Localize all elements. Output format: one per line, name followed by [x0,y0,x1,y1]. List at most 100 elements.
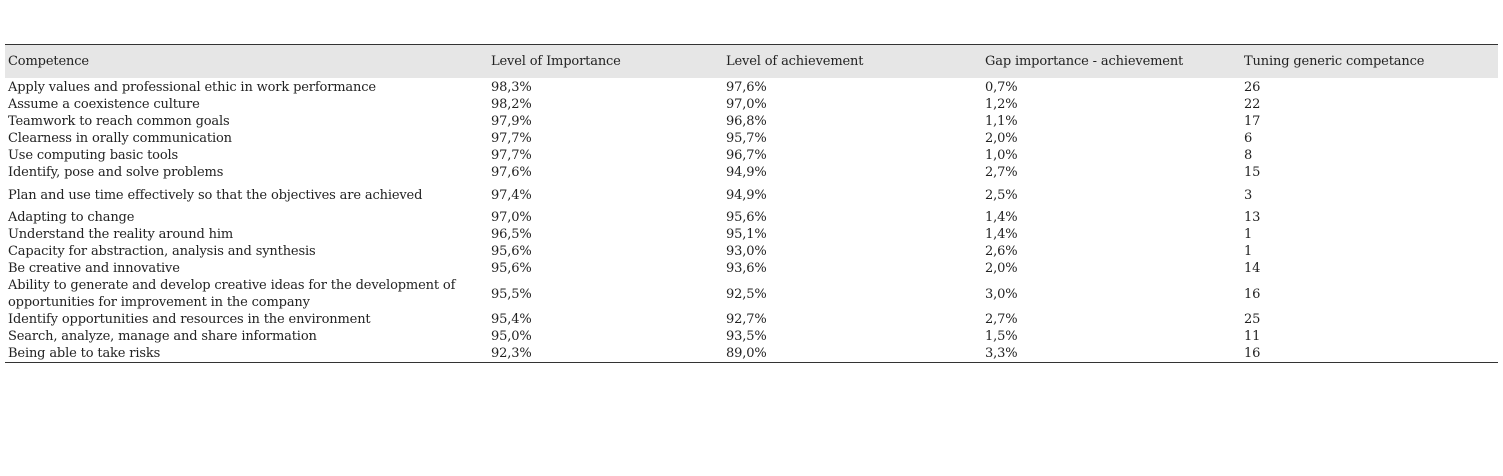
cell-competence: Understand the reality around him [8,227,234,242]
cell-competence: Adapting to change [8,210,135,225]
table-body: Apply values and professional ethic in w… [5,78,1498,363]
cell-gap: 3,0% [985,286,1018,302]
cell-competence: Plan and use time effectively so that th… [8,187,423,203]
cell-achievement: 92,5% [726,286,767,302]
cell-tuning: 15 [1244,165,1261,180]
cell-competence: Ability to generate and develop creative… [8,278,456,310]
cell-tuning: 17 [1244,114,1261,129]
cell-gap: 1,4% [985,210,1018,225]
cell-gap: 1,2% [985,97,1018,112]
table-row: Adapting to change 97,0% 95,6% 1,4% 13 [5,209,1498,226]
cell-gap: 1,1% [985,114,1018,129]
cell-importance: 95,4% [491,312,532,327]
cell-achievement: 93,0% [726,244,767,259]
cell-competence: Teamwork to reach common goals [8,114,230,129]
cell-competence: Capacity for abstraction, analysis and s… [8,244,316,259]
header-competence: Competence [8,54,89,69]
cell-competence: Clearness in orally communication [8,131,232,146]
cell-gap: 3,3% [982,345,1241,363]
cell-tuning: 25 [1244,312,1261,327]
header-row: Competence Level of Importance Level of … [5,44,1498,78]
header-tuning: Tuning generic competance [1244,54,1425,69]
cell-competence: Search, analyze, manage and share inform… [8,329,317,344]
cell-tuning: 8 [1244,148,1253,163]
table-row: Identify opportunities and resources in … [5,311,1498,328]
cell-competence: Identify, pose and solve problems [8,165,224,180]
cell-tuning: 16 [1244,286,1261,302]
table-row: Be creative and innovative 95,6% 93,6% 2… [5,260,1498,277]
cell-tuning: 1 [1244,244,1253,259]
cell-tuning: 11 [1244,329,1261,344]
cell-gap: 2,7% [985,312,1018,327]
cell-achievement: 94,9% [726,165,767,180]
table-row: Capacity for abstraction, analysis and s… [5,243,1498,260]
header-level-of-achievement: Level of achievement [726,54,864,69]
competence-table-container: Competence Level of Importance Level of … [5,44,1498,363]
cell-importance: 95,6% [491,244,532,259]
cell-achievement: 95,7% [726,131,767,146]
cell-competence: Apply values and professional ethic in w… [8,80,376,95]
cell-achievement: 95,1% [726,227,767,242]
cell-tuning: 3 [1244,187,1253,203]
cell-achievement: 93,6% [726,261,767,276]
cell-gap: 2,7% [985,165,1018,180]
cell-gap: 0,7% [985,80,1018,95]
cell-achievement: 93,5% [726,329,767,344]
header-level-of-importance: Level of Importance [491,54,621,69]
cell-tuning: 22 [1244,97,1261,112]
cell-achievement: 95,6% [726,210,767,225]
cell-gap: 2,6% [985,244,1018,259]
table-row: Assume a coexistence culture 98,2% 97,0%… [5,96,1498,113]
cell-competence: Identify opportunities and resources in … [8,312,371,327]
cell-competence: Use computing basic tools [8,148,179,163]
cell-gap: 1,0% [985,148,1018,163]
cell-tuning: 1 [1244,227,1253,242]
cell-achievement: 97,6% [726,80,767,95]
cell-achievement: 94,9% [726,187,767,203]
cell-achievement: 92,7% [726,312,767,327]
cell-importance: 92,3% [488,345,723,363]
cell-achievement: 96,8% [726,114,767,129]
table-row: Use computing basic tools 97,7% 96,7% 1,… [5,147,1498,164]
cell-importance: 95,5% [491,286,532,302]
table-row: Apply values and professional ethic in w… [5,78,1498,96]
table-header: Competence Level of Importance Level of … [5,44,1498,78]
cell-gap: 2,0% [985,131,1018,146]
cell-importance: 97,4% [491,187,532,203]
cell-gap: 1,5% [985,329,1018,344]
cell-importance: 95,6% [491,261,532,276]
competence-table: Competence Level of Importance Level of … [5,44,1498,363]
cell-gap: 2,0% [985,261,1018,276]
cell-achievement: 96,7% [726,148,767,163]
cell-importance: 97,7% [491,148,532,163]
cell-importance: 97,9% [491,114,532,129]
table-row: Ability to generate and develop creative… [5,277,1498,311]
table-row: Identify, pose and solve problems 97,6% … [5,164,1498,181]
cell-achievement: 89,0% [723,345,982,363]
cell-importance: 96,5% [491,227,532,242]
cell-achievement: 97,0% [726,97,767,112]
cell-importance: 95,0% [491,329,532,344]
cell-importance: 98,2% [491,97,532,112]
table-row: Clearness in orally communication 97,7% … [5,130,1498,147]
cell-importance: 98,3% [491,80,532,95]
table-row: Understand the reality around him 96,5% … [5,226,1498,243]
cell-tuning: 16 [1241,345,1498,363]
cell-tuning: 6 [1244,131,1253,146]
cell-competence: Assume a coexistence culture [8,97,200,112]
cell-tuning: 14 [1244,261,1261,276]
header-gap: Gap importance - achievement [985,54,1184,69]
cell-importance: 97,0% [491,210,532,225]
cell-gap: 1,4% [985,227,1018,242]
cell-tuning: 13 [1244,210,1261,225]
cell-importance: 97,6% [491,165,532,180]
cell-importance: 97,7% [491,131,532,146]
cell-competence: Being able to take risks [5,345,488,363]
cell-tuning: 26 [1244,80,1261,95]
table-row: Teamwork to reach common goals 97,9% 96,… [5,113,1498,130]
cell-competence: Be creative and innovative [8,261,180,276]
table-row: Plan and use time effectively so that th… [5,181,1498,209]
table-row: Being able to take risks 92,3% 89,0% 3,3… [5,345,1498,363]
table-row: Search, analyze, manage and share inform… [5,328,1498,345]
cell-gap: 2,5% [985,187,1018,203]
